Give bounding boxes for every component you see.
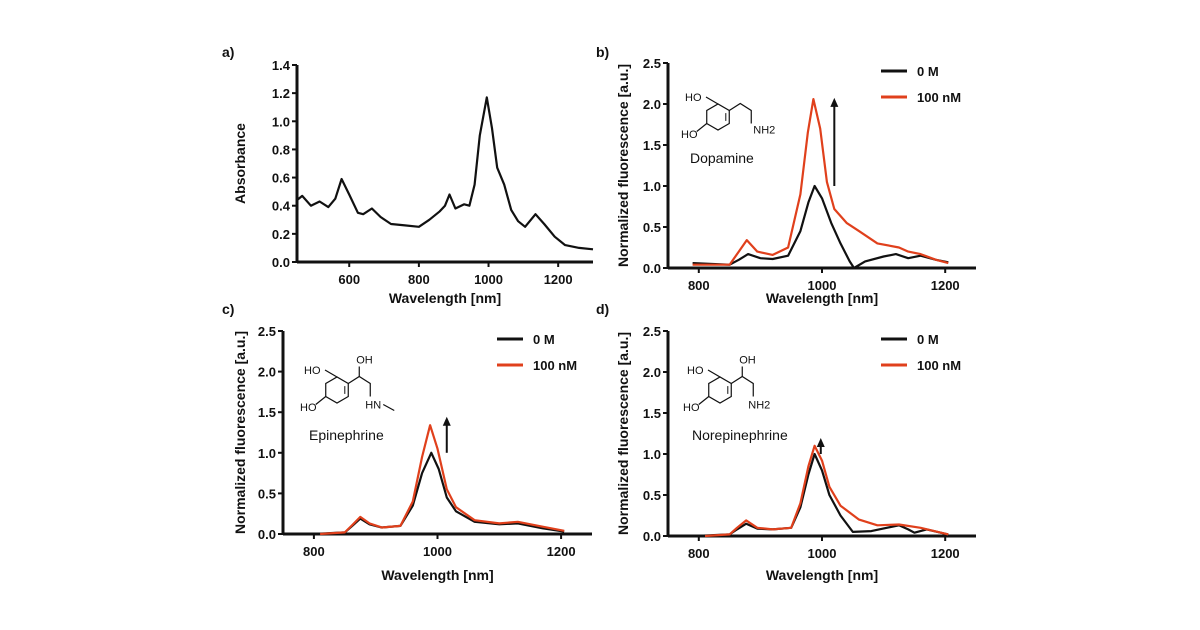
- atom-label: HO: [685, 92, 702, 104]
- atom-label: HO: [304, 365, 321, 377]
- y-tick-label: 2.0: [643, 97, 661, 112]
- panel-label: a): [222, 44, 234, 60]
- y-tick-label: 2.0: [258, 365, 276, 380]
- y-tick-label: 0.8: [272, 142, 290, 157]
- y-tick-label: 0.5: [643, 488, 661, 503]
- methyl-bond: [382, 403, 395, 412]
- y-tick-label: 0.0: [272, 255, 290, 270]
- x-tick-label: 1000: [808, 546, 837, 561]
- side-chain: [730, 375, 754, 397]
- y-tick-label: 0.2: [272, 227, 290, 242]
- y-tick-label: 0.4: [272, 199, 291, 214]
- molecule-name: Dopamine: [690, 150, 754, 166]
- x-tick-label: 1000: [808, 278, 837, 293]
- molecule-name: Epinephrine: [309, 427, 384, 443]
- increase-arrow-head: [816, 438, 825, 448]
- atom-label: OH: [739, 355, 756, 367]
- increase-arrow-head: [830, 97, 839, 107]
- y-tick-label: 2.5: [643, 324, 661, 339]
- bond: [324, 369, 338, 378]
- molecule-structure: HO HO NH2 Dopamine: [681, 92, 775, 166]
- panel-label: c): [222, 301, 234, 317]
- series-line-0: [296, 96, 594, 251]
- atom-label: HN: [365, 400, 381, 412]
- panel-a: a) 0.0 0.2 0.4 0.6 0.8 1.0 1.2 1.4 600 800 1000 1200…: [222, 44, 594, 306]
- x-axis-title: Wavelength [nm]: [389, 290, 501, 306]
- y-axis-title: Normalized fluorescence [a.u.]: [615, 64, 631, 267]
- y-tick-label: 1.5: [258, 405, 276, 420]
- atom-label: NH2: [753, 125, 775, 137]
- molecule-structure: HO HO OH HN Epinephrine: [300, 355, 395, 443]
- y-tick-label: 0.0: [643, 261, 661, 276]
- atom-label: OH: [356, 355, 373, 367]
- y-tick-label: 2.5: [258, 324, 276, 339]
- molecule-structure: HO HO OH NH2 Norepinephrine: [683, 355, 788, 444]
- series-line-100-nm: [320, 424, 565, 536]
- series-line-0-m: [695, 452, 949, 538]
- x-tick-label: 800: [688, 546, 710, 561]
- legend-label: 100 nM: [533, 358, 577, 373]
- side-chain: [347, 375, 371, 397]
- y-tick-label: 1.0: [643, 447, 661, 462]
- y-axis-title: Absorbance: [232, 123, 248, 204]
- panel-c: c) 0.0 0.5 1.0 1.5 2.0 2.5 800 1000 1200 Wavelengt…: [222, 301, 592, 583]
- y-axis-title: Normalized fluorescence [a.u.]: [615, 332, 631, 535]
- panel-d: d) 0.0 0.5 1.0 1.5 2.0 2.5 800 1000 1200 Wavelengt…: [596, 301, 976, 583]
- x-axis-title: Wavelength [nm]: [766, 567, 878, 583]
- x-tick-label: 1000: [474, 272, 503, 287]
- legend-label: 0 M: [917, 332, 939, 347]
- x-tick-label: 1000: [423, 544, 452, 559]
- x-tick-label: 800: [303, 544, 325, 559]
- y-tick-label: 1.0: [272, 114, 290, 129]
- y-tick-label: 0.5: [258, 486, 276, 501]
- y-tick-label: 1.5: [643, 406, 661, 421]
- panel-label: d): [596, 301, 609, 317]
- x-tick-label: 800: [408, 272, 430, 287]
- y-axis-title: Normalized fluorescence [a.u.]: [232, 331, 248, 534]
- series-line-0-m: [692, 184, 949, 270]
- y-tick-label: 0.0: [643, 529, 661, 544]
- y-tick-label: 2.5: [643, 56, 661, 71]
- x-tick-label: 800: [688, 278, 710, 293]
- legend-label: 100 nM: [917, 90, 961, 105]
- series-line-0-m: [313, 451, 565, 536]
- atom-label: NH2: [748, 400, 770, 412]
- bond: [707, 369, 721, 378]
- y-tick-label: 1.5: [643, 138, 661, 153]
- atom-label: HO: [687, 365, 704, 377]
- increase-arrow-head: [442, 416, 451, 426]
- atom-label: HO: [683, 402, 700, 414]
- series-line-100-nm: [704, 444, 949, 538]
- x-tick-label: 1200: [544, 272, 573, 287]
- panel-b: b) 0.0 0.5 1.0 1.5 2.0 2.5 800 1000 1200 Wavelengt…: [596, 44, 976, 306]
- atom-label: HO: [300, 402, 317, 414]
- legend-label: 0 M: [917, 64, 939, 79]
- atom-label: HO: [681, 129, 698, 141]
- x-tick-label: 1200: [547, 544, 576, 559]
- bond: [698, 396, 710, 405]
- side-chain: [728, 102, 752, 124]
- x-tick-label: 600: [338, 272, 360, 287]
- y-tick-label: 1.0: [258, 446, 276, 461]
- bond: [315, 396, 327, 405]
- y-tick-label: 0.0: [258, 527, 276, 542]
- x-tick-label: 1200: [931, 278, 960, 293]
- series-line-100-nm: [692, 98, 949, 266]
- bond: [705, 96, 719, 105]
- x-tick-label: 1200: [931, 546, 960, 561]
- y-tick-label: 2.0: [643, 365, 661, 380]
- x-axis-title: Wavelength [nm]: [381, 567, 493, 583]
- y-tick-label: 1.4: [272, 58, 291, 73]
- panel-label: b): [596, 44, 609, 60]
- y-tick-label: 1.2: [272, 86, 290, 101]
- y-tick-label: 0.5: [643, 220, 661, 235]
- molecule-name: Norepinephrine: [692, 427, 788, 443]
- x-axis-title: Wavelength [nm]: [766, 290, 878, 306]
- legend-label: 0 M: [533, 332, 555, 347]
- y-tick-label: 1.0: [643, 179, 661, 194]
- y-tick-label: 0.6: [272, 171, 290, 186]
- legend-label: 100 nM: [917, 358, 961, 373]
- bond: [696, 123, 708, 132]
